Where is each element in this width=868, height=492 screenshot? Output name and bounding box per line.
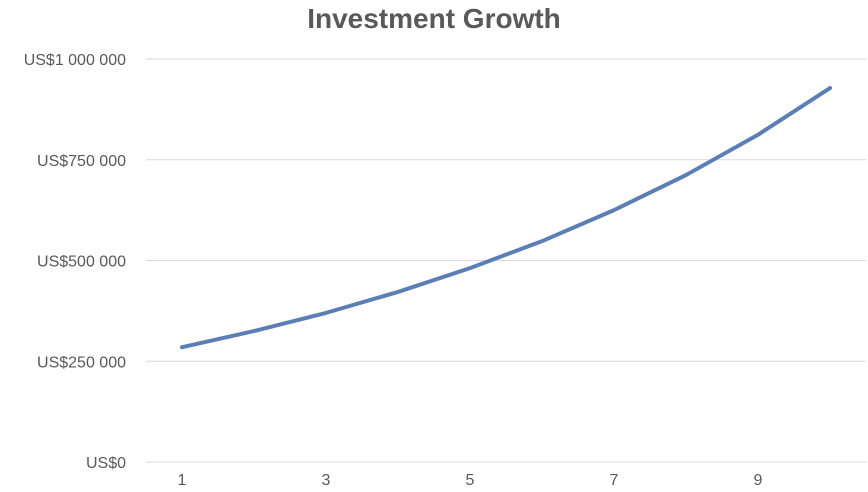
x-tick-label: 1: [178, 472, 187, 489]
chart-title: Investment Growth: [307, 3, 561, 34]
x-tick-label: 3: [322, 472, 331, 489]
x-axis-tick-labels: 1 3 5 7 9: [178, 472, 763, 489]
y-tick-label: US$1 000 000: [24, 52, 126, 69]
x-tick-label: 7: [610, 472, 619, 489]
series-lines: [180, 86, 832, 350]
x-tick-label: 9: [754, 472, 763, 489]
series-line-0: [180, 86, 832, 350]
y-tick-label: US$250 000: [37, 354, 126, 371]
gridlines: [146, 58, 866, 463]
y-tick-label: US$750 000: [37, 153, 126, 170]
y-tick-label: US$0: [86, 455, 126, 472]
x-tick-label: 5: [466, 472, 475, 489]
y-tick-label: US$500 000: [37, 254, 126, 271]
y-axis-tick-labels: US$0 US$250 000 US$500 000 US$750 000 US$1 0…: [24, 52, 126, 472]
